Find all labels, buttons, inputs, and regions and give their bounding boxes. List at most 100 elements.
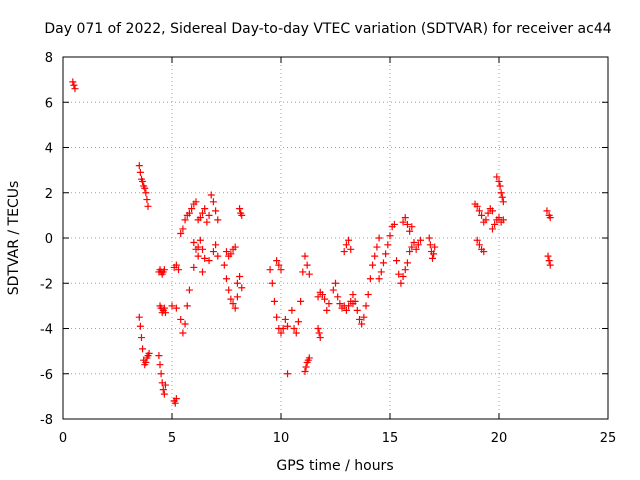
- series-sat-ad: [425, 234, 439, 262]
- data-point: [375, 275, 383, 283]
- data-point: [431, 243, 439, 251]
- data-point: [499, 198, 507, 206]
- data-point: [207, 191, 215, 199]
- data-point: [144, 202, 152, 210]
- data-point: [227, 295, 235, 303]
- data-point: [185, 209, 193, 217]
- data-point: [303, 261, 311, 269]
- data-point: [231, 304, 239, 312]
- data-point: [294, 318, 302, 326]
- y-tick-label: 4: [45, 142, 53, 157]
- data-point: [301, 367, 309, 375]
- data-point: [168, 302, 176, 310]
- data-point: [273, 313, 281, 321]
- data-point: [139, 177, 147, 185]
- series-sat-m: [220, 261, 241, 312]
- data-point: [172, 261, 180, 269]
- series-sat-p: [233, 272, 246, 292]
- x-tick-label: 20: [491, 431, 508, 446]
- data-point: [196, 214, 204, 222]
- series-sat-v: [314, 288, 333, 314]
- data-point: [70, 81, 78, 89]
- data-point: [332, 279, 339, 287]
- data-point: [225, 286, 233, 294]
- data-point: [137, 334, 145, 342]
- data-point: [277, 329, 285, 337]
- series-sat-e: [156, 302, 169, 317]
- data-point: [233, 293, 241, 301]
- data-point: [302, 363, 310, 371]
- data-point: [342, 241, 350, 249]
- data-point: [194, 252, 202, 260]
- series-sat-aa: [375, 220, 414, 287]
- data-point: [305, 270, 313, 278]
- data-point: [135, 313, 143, 321]
- data-point: [478, 211, 486, 219]
- data-point: [495, 177, 503, 185]
- data-point: [366, 275, 374, 283]
- y-tick-label: 0: [45, 232, 53, 247]
- series-sat-i: [168, 241, 222, 337]
- data-point: [414, 241, 422, 249]
- data-point: [161, 309, 169, 317]
- data-point: [305, 354, 313, 362]
- data-point: [233, 279, 241, 287]
- data-point: [279, 325, 287, 332]
- data-point: [212, 241, 220, 249]
- data-point: [192, 198, 200, 206]
- data-point: [321, 295, 329, 303]
- data-point: [179, 225, 187, 233]
- series-sat-ai: [543, 207, 554, 222]
- series-sat-aj: [544, 252, 554, 269]
- data-point: [362, 302, 370, 310]
- y-tick-label: -2: [40, 277, 53, 292]
- data-point: [199, 245, 207, 253]
- data-point: [340, 248, 348, 256]
- data-point: [384, 241, 392, 249]
- data-point: [379, 259, 387, 267]
- data-point: [157, 370, 165, 378]
- data-point: [201, 205, 209, 213]
- data-point: [318, 291, 326, 299]
- series-sat-c: [135, 313, 153, 369]
- data-point: [205, 257, 213, 265]
- series-sat-ae: [471, 200, 496, 226]
- data-point: [544, 252, 552, 260]
- data-point: [172, 395, 180, 403]
- data-point: [172, 304, 180, 312]
- data-point: [397, 279, 405, 287]
- series-sat-s: [284, 370, 292, 378]
- y-tick-label: 8: [45, 51, 53, 66]
- data-point: [203, 218, 211, 226]
- data-point: [546, 214, 554, 222]
- data-point: [136, 168, 144, 176]
- data-point: [406, 248, 414, 256]
- data-point: [160, 390, 168, 398]
- data-point: [399, 272, 407, 280]
- data-point: [375, 234, 383, 242]
- data-point: [426, 241, 434, 249]
- series-sat-b: [135, 162, 152, 210]
- x-axis-label: GPS time / hours: [276, 458, 393, 474]
- data-point: [488, 207, 496, 215]
- data-point: [323, 306, 331, 314]
- data-point: [273, 257, 281, 265]
- data-point: [290, 325, 298, 332]
- data-points: [69, 78, 554, 407]
- data-point: [284, 322, 292, 330]
- data-point: [543, 207, 551, 215]
- data-point: [135, 162, 143, 170]
- data-point: [371, 252, 379, 260]
- data-point: [408, 243, 416, 251]
- y-tick-label: -8: [40, 413, 53, 428]
- plot-frame: [62, 56, 609, 420]
- data-point: [177, 315, 185, 323]
- data-point: [175, 266, 183, 274]
- data-point: [299, 268, 307, 276]
- data-point: [199, 268, 207, 276]
- data-point: [236, 272, 244, 280]
- data-point: [190, 239, 198, 247]
- data-point: [488, 225, 496, 233]
- data-point: [236, 205, 244, 213]
